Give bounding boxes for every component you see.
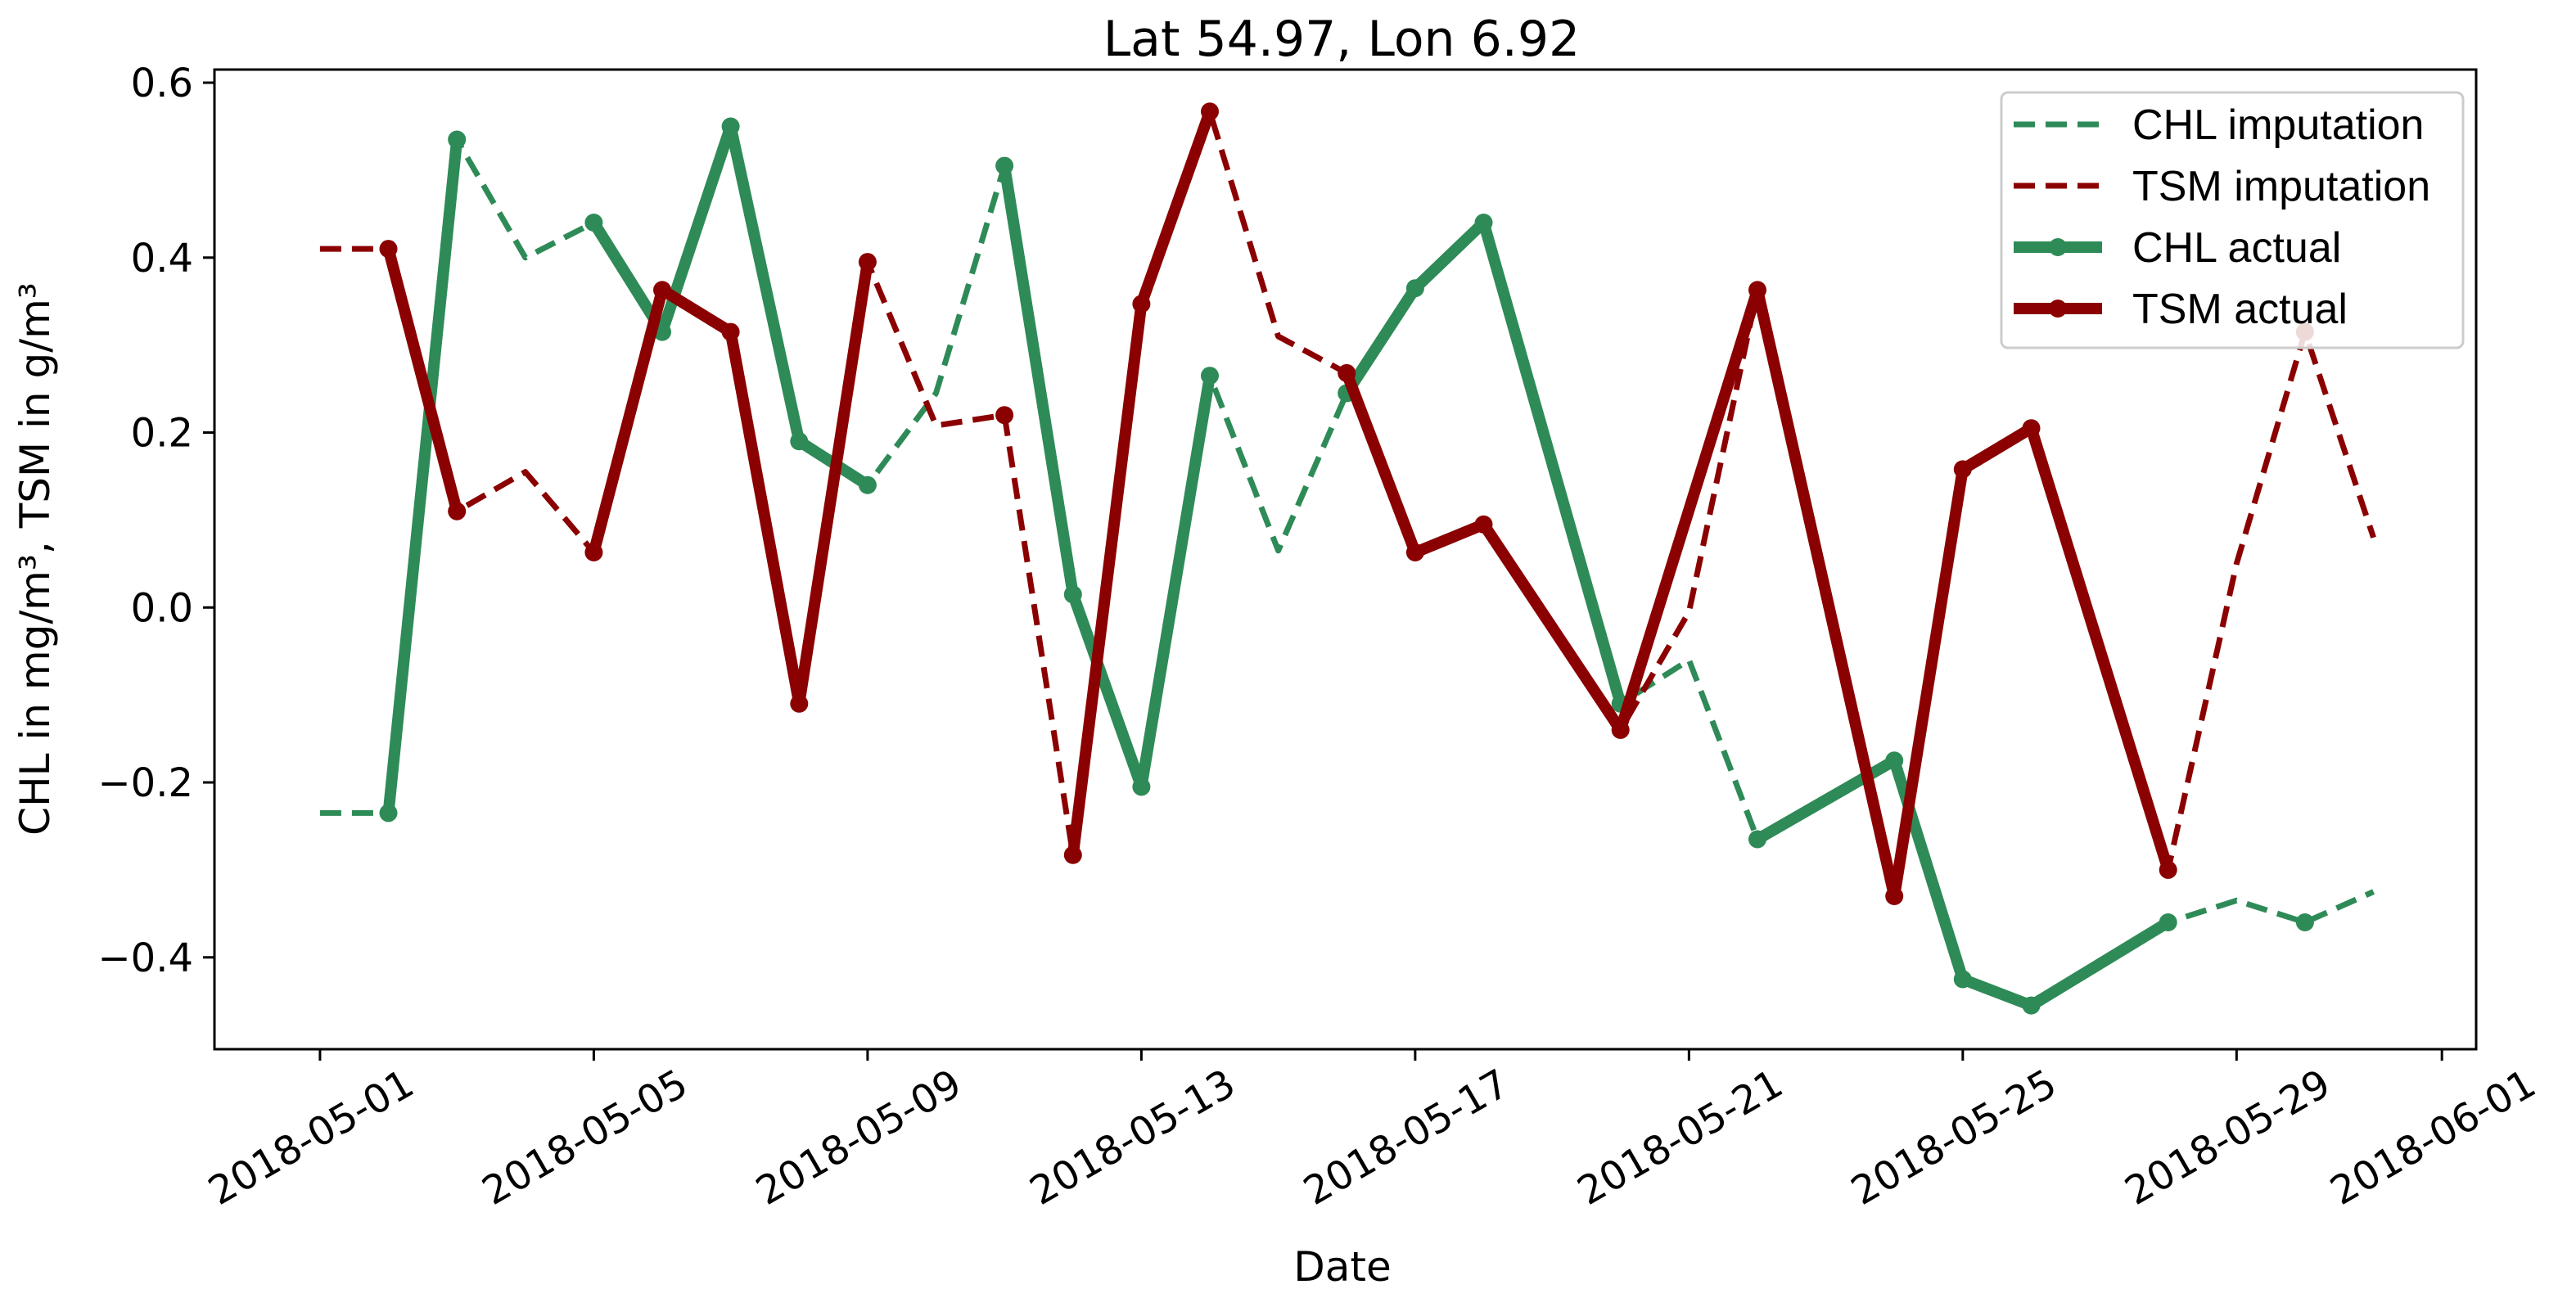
data-point-chl-actual xyxy=(1474,214,1493,232)
data-point-tsm-actual xyxy=(721,322,740,341)
data-point-tsm-actual xyxy=(1132,295,1151,313)
legend-item-tsm-actual: TSM actual xyxy=(2014,286,2348,333)
legend-label-chl-actual: CHL actual xyxy=(2132,224,2341,272)
data-point-tsm-actual xyxy=(858,253,877,272)
data-point-chl-actual xyxy=(2159,913,2177,931)
data-point-chl-actual xyxy=(1405,279,1424,298)
chart-title: Lat 54.97, Lon 6.92 xyxy=(1103,11,1580,68)
data-point-chl-actual xyxy=(995,156,1014,175)
data-point-chl-actual xyxy=(1885,751,1904,770)
data-point-chl-actual xyxy=(448,130,467,149)
legend-label-tsm-imputation: TSM imputation xyxy=(2132,163,2430,210)
data-point-tsm-actual xyxy=(1748,281,1766,300)
data-point-tsm-actual xyxy=(1611,720,1630,739)
data-point-tsm-actual xyxy=(1201,102,1219,121)
legend-label-tsm-actual: TSM actual xyxy=(2132,286,2348,333)
data-point-tsm-actual xyxy=(584,543,603,561)
data-point-chl-actual xyxy=(379,804,398,823)
data-point-chl-actual xyxy=(1063,585,1082,604)
data-point-chl-actual xyxy=(1201,367,1219,385)
data-point-tsm-actual xyxy=(653,281,671,300)
data-point-chl-actual xyxy=(721,117,740,136)
data-point-chl-actual xyxy=(790,432,809,451)
data-point-tsm-actual xyxy=(1405,543,1424,561)
series-line-chl-actual xyxy=(382,138,463,814)
y-tick-label: −0.4 xyxy=(97,935,193,981)
data-point-chl-actual xyxy=(1748,830,1766,849)
legend-marker-tsm-actual xyxy=(2049,300,2067,318)
plot-area xyxy=(319,102,2376,1015)
legend-item-tsm-imputation: TSM imputation xyxy=(2014,163,2430,210)
y-axis-label: CHL in mg/m³, TSM in g/m³ xyxy=(11,282,59,836)
legend-label-chl-imputation: CHL imputation xyxy=(2132,101,2424,149)
data-point-chl-actual xyxy=(2022,996,2041,1015)
data-point-chl-actual xyxy=(1953,970,1972,989)
series-line-tsm-actual xyxy=(382,247,462,513)
y-tick-label: 0.2 xyxy=(131,411,193,457)
plot-frame xyxy=(213,68,2478,1051)
data-point-tsm-actual xyxy=(1885,887,1904,905)
legend-marker-chl-actual xyxy=(2049,238,2067,256)
data-point-tsm-actual xyxy=(2159,860,2177,879)
data-point-chl-actual xyxy=(2295,913,2314,931)
x-axis-label: Date xyxy=(1293,1243,1392,1291)
data-point-tsm-actual xyxy=(1474,515,1493,534)
legend: CHL imputation TSM imputation CHL actual TS… xyxy=(2000,91,2465,349)
data-point-chl-actual xyxy=(858,475,877,494)
data-point-tsm-actual xyxy=(790,694,809,713)
data-point-tsm-actual xyxy=(379,240,398,259)
series-line-chl-actual xyxy=(1342,217,1626,705)
data-point-tsm-actual xyxy=(448,502,467,521)
y-tick-label: 0.6 xyxy=(131,61,193,106)
data-point-tsm-actual xyxy=(1338,363,1356,382)
data-point-tsm-actual xyxy=(1953,460,1972,479)
y-tick-label: 0.4 xyxy=(131,236,193,282)
series-chl-actual xyxy=(379,117,2314,1015)
data-point-tsm-actual xyxy=(995,406,1014,425)
legend-item-chl-actual: CHL actual xyxy=(2014,224,2341,272)
legend-box xyxy=(2000,91,2465,349)
data-point-tsm-actual xyxy=(1063,845,1082,864)
y-tick-label: 0.0 xyxy=(131,585,193,631)
legend-item-chl-imputation: CHL imputation xyxy=(2014,101,2424,149)
series-tsm-actual xyxy=(379,102,2314,905)
data-point-chl-actual xyxy=(1132,777,1151,796)
y-tick-label: −0.2 xyxy=(97,760,193,806)
data-point-tsm-actual xyxy=(2022,419,2041,438)
data-point-chl-actual xyxy=(584,214,603,232)
series-line-chl-actual xyxy=(999,165,1216,793)
